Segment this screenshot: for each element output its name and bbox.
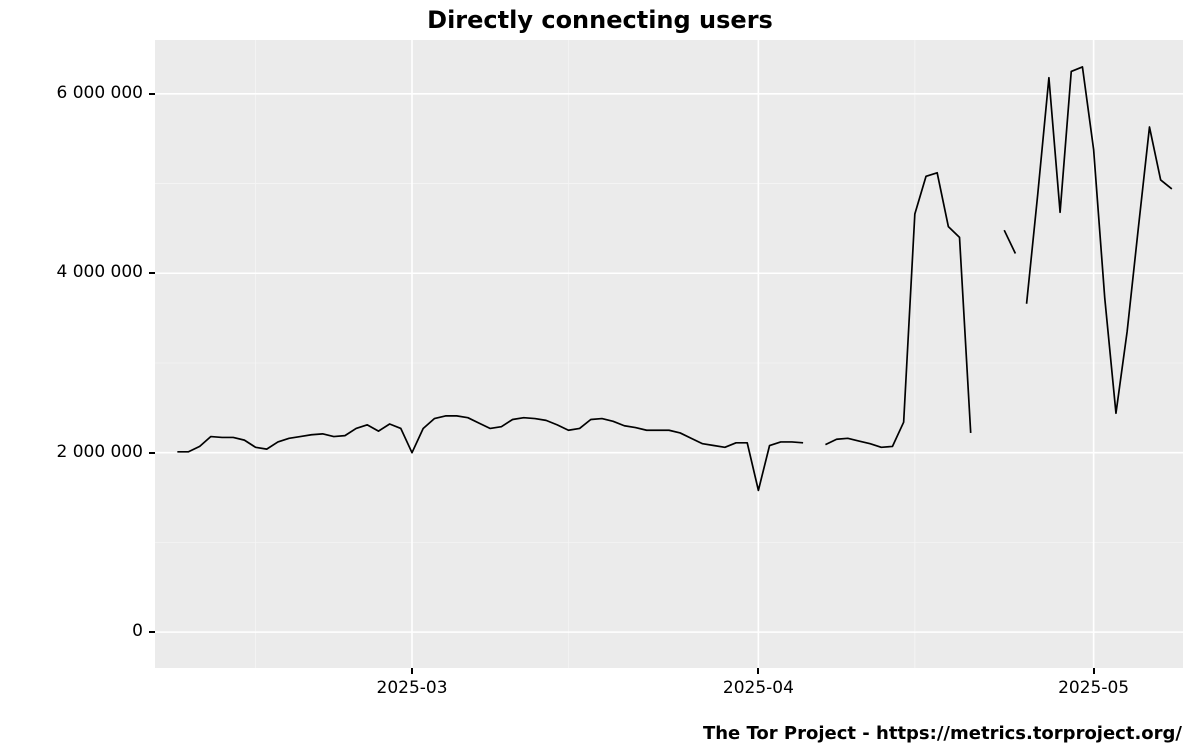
y-tick-mark (149, 452, 155, 454)
x-tick-label: 2025-05 (1058, 678, 1129, 698)
x-tick-mark (411, 668, 413, 674)
y-tick-mark (149, 631, 155, 633)
y-tick-label: 6 000 000 (56, 83, 143, 103)
chart-title: Directly connecting users (0, 6, 1200, 34)
chart-plot-svg (155, 40, 1183, 668)
y-tick-mark (149, 93, 155, 95)
chart-container: Directly connecting users 0 2 000 000 4 00… (0, 0, 1200, 750)
y-tick-label: 2 000 000 (56, 442, 143, 462)
x-tick-label: 2025-03 (377, 678, 448, 698)
chart-credit: The Tor Project - https://metrics.torpro… (703, 723, 1182, 744)
x-tick-mark (1093, 668, 1095, 674)
x-tick-label: 2025-04 (723, 678, 794, 698)
y-tick-label: 4 000 000 (56, 262, 143, 282)
x-tick-mark (757, 668, 759, 674)
y-tick-mark (149, 272, 155, 274)
y-tick-label: 0 (132, 621, 143, 641)
